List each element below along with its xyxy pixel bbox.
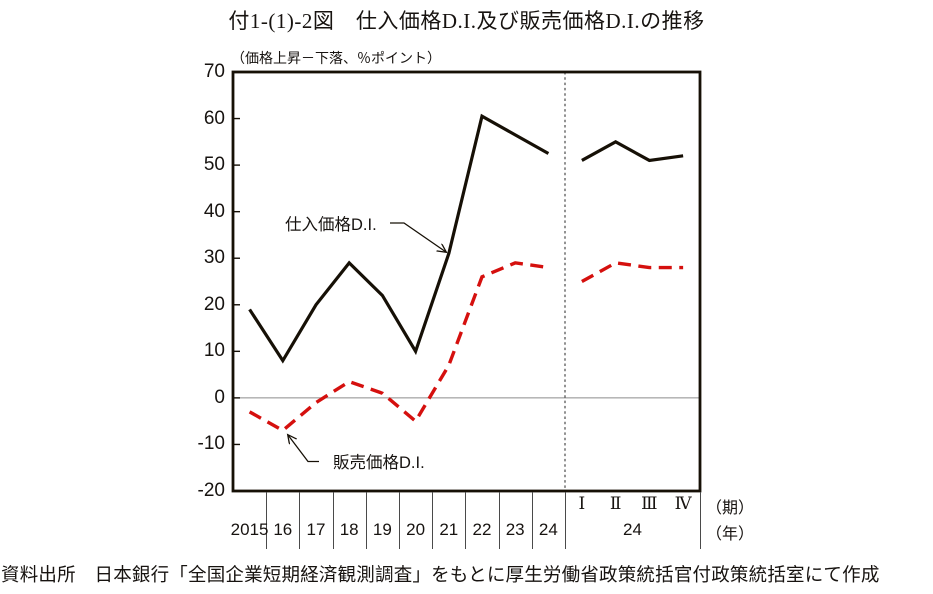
x-axis-quarter-label: Ⅲ xyxy=(641,494,658,513)
line-chart: 70 60 50 40 30 20 10 0 -10 -20 仕入価格D.I. 販売価格D.I. … xyxy=(198,61,754,549)
x-axis-separator xyxy=(365,492,367,549)
y-axis-tick-label: 30 xyxy=(203,247,225,269)
period-axis-suffix: （期） xyxy=(706,500,755,517)
source-note: 資料出所 日本銀行「全国企業短期経済観測調査」をもとに厚生労働省政策統括官付政策… xyxy=(1,566,880,586)
x-axis-quarter-year-label: 24 xyxy=(623,520,642,539)
y-axis-tick-label: 50 xyxy=(203,154,225,176)
sales-price-line-quarterly xyxy=(581,261,684,283)
x-axis-quarter-label: Ⅰ xyxy=(578,494,586,513)
x-axis-separator xyxy=(531,492,533,549)
x-axis-separator xyxy=(299,492,301,549)
y-axis-tick-label: 0 xyxy=(214,386,225,408)
x-axis-quarter-label: Ⅱ xyxy=(609,494,622,513)
y-axis-tick-label: 60 xyxy=(203,107,225,129)
y-axis-tick-label: 20 xyxy=(203,293,225,315)
purchase-price-line-quarterly xyxy=(581,140,684,163)
plot-area xyxy=(231,70,702,493)
x-axis-separator xyxy=(565,492,566,549)
purchase-label-arrow xyxy=(390,222,446,252)
y-axis-tick-label: 40 xyxy=(203,200,225,222)
y-axis-tick-label: 70 xyxy=(203,61,225,82)
year-axis-suffix: （年） xyxy=(706,526,755,543)
x-axis-year-label: 24 xyxy=(538,520,558,539)
y-axis-unit-label: （価格上昇－下落、％ポイント） xyxy=(231,50,441,66)
x-axis-separator xyxy=(432,492,434,549)
y-axis-tick-label: 10 xyxy=(203,340,225,362)
x-axis-year-label: 22 xyxy=(472,520,492,539)
x-axis-separator xyxy=(700,492,701,549)
y-axis-tick-label: -20 xyxy=(197,480,225,501)
x-axis-year-label: 21 xyxy=(439,520,459,539)
x-axis-year-label: 18 xyxy=(339,520,359,539)
x-axis-label-area: （期） （年） 2015 16 17 18 19 20 21 22 23 24 Ⅰ Ⅱ Ⅲ Ⅳ 24 xyxy=(230,491,754,551)
x-axis-quarter-label: Ⅳ xyxy=(674,494,692,513)
purchase-price-line-annual xyxy=(248,113,550,364)
x-axis-year-label: 19 xyxy=(372,520,392,539)
x-axis-separator xyxy=(332,492,334,549)
x-axis-year-label: 23 xyxy=(505,520,525,539)
x-axis-separator xyxy=(399,492,400,549)
sales-price-line-annual xyxy=(248,261,549,433)
y-axis-tick-label: -10 xyxy=(197,433,225,455)
x-axis-year-label: 2015 xyxy=(230,520,269,539)
x-axis-year-label: 20 xyxy=(406,520,426,539)
x-axis-year-label: 17 xyxy=(306,520,326,539)
x-axis-separator xyxy=(498,492,500,549)
plot-frame xyxy=(231,70,702,493)
x-axis-year-label: 16 xyxy=(273,520,293,539)
sales-label-arrow xyxy=(288,435,319,463)
x-axis-separator xyxy=(266,492,268,549)
figure-title: 付1-(1)-2図 仕入価格D.I.及び販売価格D.I.の推移 xyxy=(228,9,705,33)
purchase-price-series-label: 仕入価格D.I. xyxy=(285,216,377,234)
sales-price-series-label: 販売価格D.I. xyxy=(333,454,425,472)
x-axis-separator xyxy=(465,492,467,549)
